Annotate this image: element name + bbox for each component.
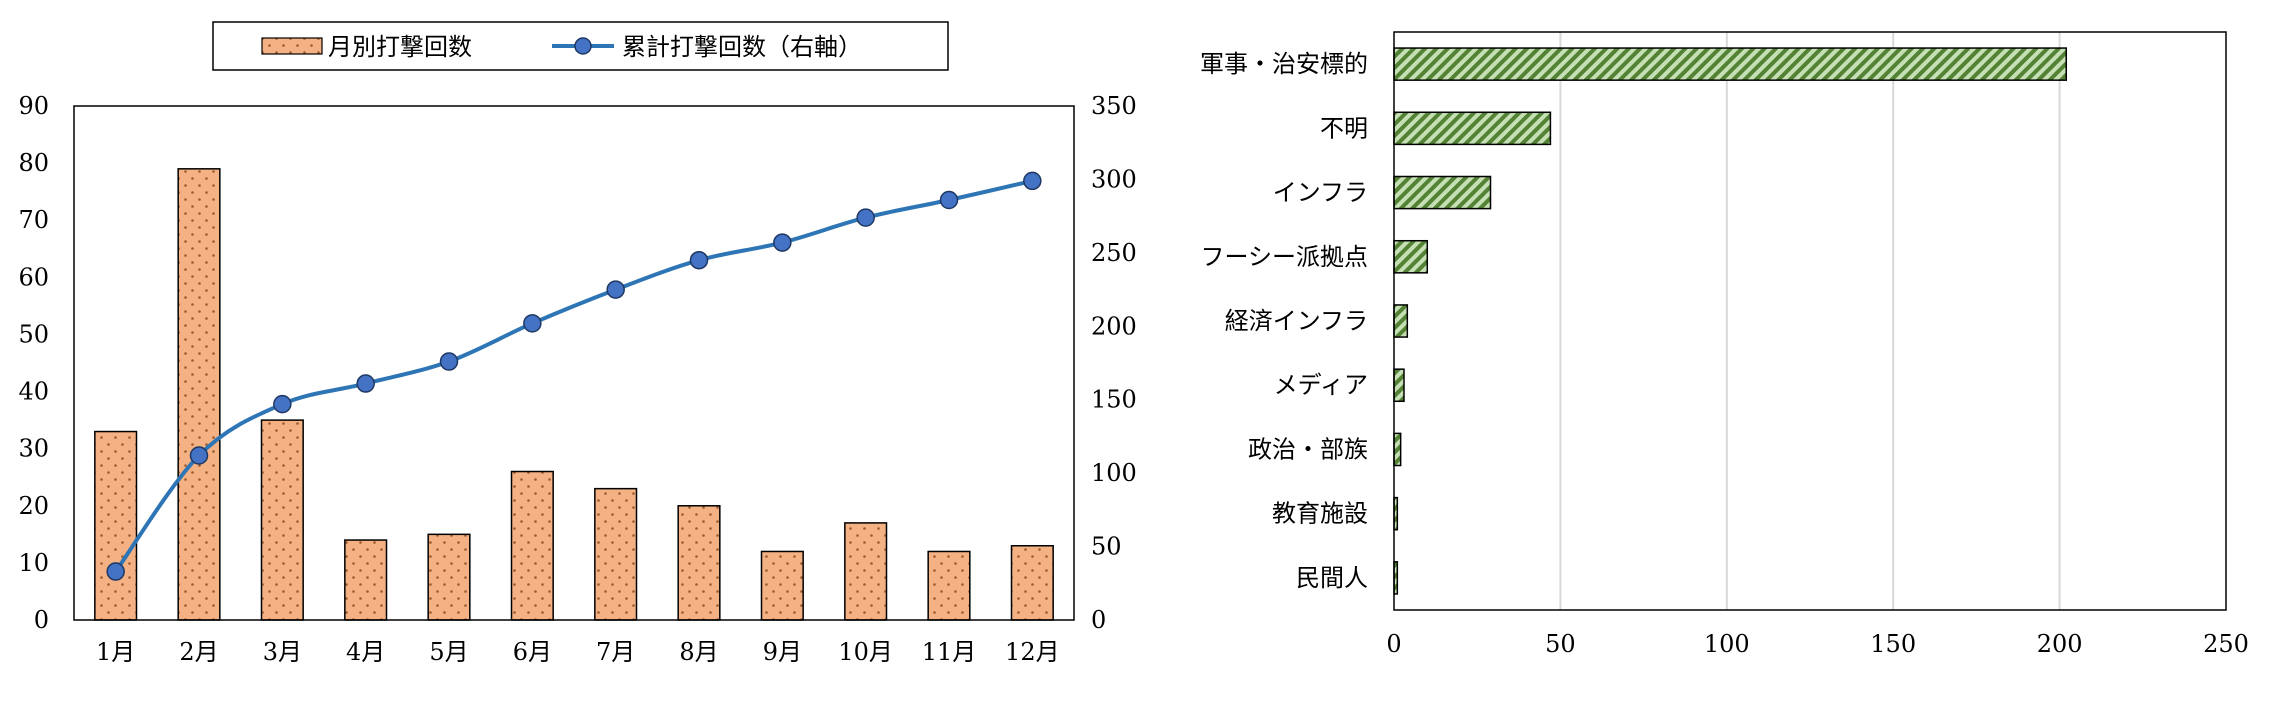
bar [177,168,221,621]
x-tick-label: 10月 [838,638,893,666]
x-axis-labels: 1月 2月 3月 4月 5月 6月 7月 8月 9月 10月 11月 12月 [96,638,1060,666]
line-point [523,314,542,333]
x-tick-label: 8月 [679,638,718,666]
y2-tick-label: 150 [1091,386,1137,414]
x-tick-label-right: 250 [2203,630,2249,658]
category-label: インフラ [1273,179,1368,207]
bar-horizontal [1393,47,2068,81]
y-tick-label: 30 [18,435,49,463]
bar-horizontal [1393,304,1409,338]
line-point [606,280,625,299]
line-point [689,250,709,270]
left-y-axis-labels: 0 10 20 30 40 50 60 70 80 90 [18,92,49,634]
y2-tick-label: 300 [1091,165,1137,193]
line-point [356,374,375,393]
category-label: 民間人 [1296,564,1368,592]
category-label: 軍事・治安標的 [1200,50,1368,78]
category-label: 経済インフラ [1225,307,1368,335]
category-label: 不明 [1320,114,1368,142]
x-tick-label-right: 200 [2037,630,2083,658]
line-point [773,233,792,252]
gridlines [1559,32,2061,610]
line-point [856,208,875,227]
horizontal-bar-chart: 軍事・治安標的不明インフラフーシー派拠点経済インフラメディア政治・部族教育施設民… [1200,31,2249,658]
bar [427,533,471,621]
y-tick-label: 80 [18,149,49,177]
y-tick-label: 10 [18,549,49,577]
y2-tick-label: 0 [1091,606,1106,634]
y-tick-label: 20 [18,492,49,520]
bar [94,430,138,621]
cumulative-line [114,178,1033,573]
x-tick-label: 12月 [1005,638,1060,666]
category-label: メディア [1274,371,1368,399]
x-tick-label: 2月 [179,638,218,666]
legend-label-bar: 月別打撃回数 [328,33,472,61]
category-bars [1393,47,2068,595]
monthly-bars [94,168,1054,621]
y-tick-label: 70 [18,206,49,234]
x-tick-label: 6月 [513,638,552,666]
legend-label-line: 累計打撃回数（右軸） [622,33,862,61]
y-tick-label: 60 [18,263,49,291]
x-tick-label: 1月 [96,638,135,666]
cumulative-line-series [106,171,1042,581]
bar-horizontal [1393,111,1552,146]
bar [760,550,804,621]
bar-horizontal [1393,239,1429,274]
x-tick-label: 3月 [263,638,302,666]
bar-horizontal [1393,432,1402,467]
line-point [106,562,125,581]
category-label: 政治・部族 [1248,435,1368,463]
category-labels: 軍事・治安標的不明インフラフーシー派拠点経済インフラメディア政治・部族教育施設民… [1200,50,1368,592]
bar [260,419,304,621]
y2-tick-label: 350 [1091,92,1137,120]
y-tick-label: 0 [34,606,49,634]
category-label: 教育施設 [1272,500,1368,528]
bar [927,550,971,621]
x-tick-label: 5月 [429,638,468,666]
bar-horizontal [1393,175,1492,210]
x-tick-label-right: 0 [1386,630,1401,658]
x-tick-label-right: 150 [1870,630,1916,658]
combo-chart: 月別打撃回数 累計打撃回数（右軸） 0 10 20 30 40 50 60 70 80 90 0 5… [18,21,1137,666]
category-label: フーシー派拠点 [1200,243,1368,271]
bar [510,470,554,621]
line-point [439,352,459,371]
line-point [939,190,959,210]
plot-area-frame-right [1393,31,2227,611]
legend-swatch-marker [574,37,592,55]
bar [677,505,721,621]
x-tick-label: 9月 [763,638,802,666]
plot-area-frame [73,105,1075,621]
x-tick-label-right: 100 [1704,630,1750,658]
bar [844,522,888,621]
y-tick-label: 40 [18,378,49,406]
bar [594,487,638,621]
bar [344,539,388,621]
line-point [189,446,209,465]
legend: 月別打撃回数 累計打撃回数（右軸） [212,21,949,71]
x-tick-label: 7月 [596,638,635,666]
y2-tick-label: 250 [1091,239,1137,267]
bar [1010,545,1054,621]
y-tick-label: 50 [18,320,49,348]
y2-tick-label: 50 [1091,533,1122,561]
x-tick-label: 4月 [346,638,385,666]
y2-tick-label: 200 [1091,312,1137,340]
line-point [1023,171,1042,191]
bar-horizontal [1393,368,1405,403]
legend-swatch-bar [261,37,323,55]
right-y-axis-labels: 0 50 100 150 200 250 300 350 [1091,92,1137,634]
x-tick-label-right: 50 [1545,630,1576,658]
x-tick-label: 11月 [922,638,977,666]
y2-tick-label: 100 [1091,459,1137,487]
y-tick-label: 90 [18,92,49,120]
line-point [273,394,292,414]
x-axis-labels-right: 0 50 100 150 200 250 [1386,630,2249,658]
